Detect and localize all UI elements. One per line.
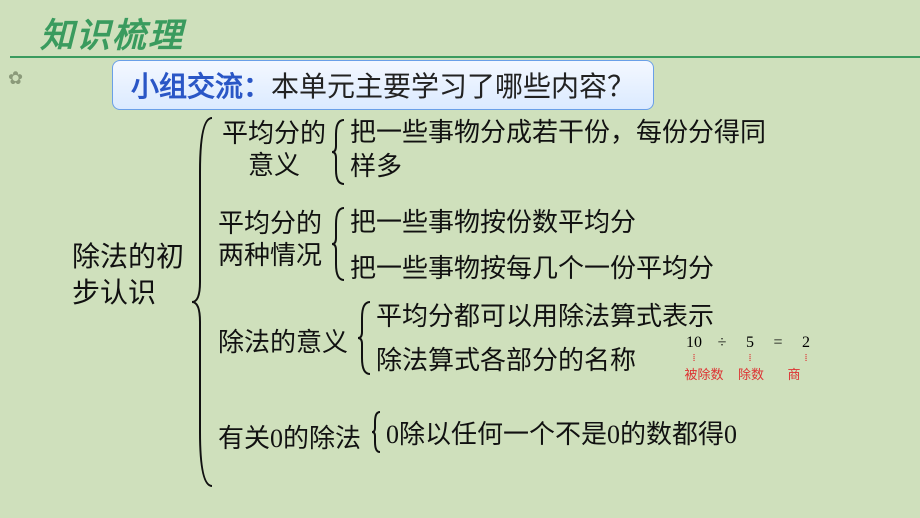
brace-node2 xyxy=(330,204,348,284)
division-equation: 10÷5=2 ⁞⁞⁞ 被除数除数商 xyxy=(680,334,820,383)
node1-label: 平均分的 意义 xyxy=(222,118,326,182)
header-divider xyxy=(10,56,920,58)
eq-label-dividend: 被除数 xyxy=(680,364,728,383)
root-line1: 除法的初 xyxy=(72,240,184,276)
node3-label: 除法的意义 xyxy=(218,322,348,359)
eq-connector-dots: ⁞⁞⁞ xyxy=(680,352,820,364)
eq-numbers: 10÷5=2 xyxy=(680,334,820,352)
node2-desc-a: 把一些事物按份数平均分 xyxy=(350,206,636,240)
section-header: 知识梳理 xyxy=(40,8,184,57)
node1-label-l1: 平均分的 xyxy=(222,118,326,150)
decoration-icon: ✿ xyxy=(8,68,23,89)
node2-desc-b: 把一些事物按每几个一份平均分 xyxy=(350,252,714,286)
knowledge-tree: 除法的初 步认识 平均分的 意义 把一些事物分成若干份，每份分得同样多 平均分的… xyxy=(0,112,920,518)
brace-root xyxy=(190,112,218,492)
root-label: 除法的初 步认识 xyxy=(72,240,184,312)
eq-label-divisor: 除数 xyxy=(728,364,774,383)
node2-label-l2: 两种情况 xyxy=(218,240,322,272)
brace-node3 xyxy=(356,298,374,378)
eq-label-quotient: 商 xyxy=(774,364,814,383)
node3-desc-a: 平均分都可以用除法算式表示 xyxy=(376,300,714,334)
brace-node1 xyxy=(330,116,348,188)
brace-node4 xyxy=(370,408,384,456)
eq-quotient: 2 xyxy=(792,334,820,352)
eq-div-sign: ÷ xyxy=(708,334,736,352)
node1-label-l2: 意义 xyxy=(222,150,326,182)
node3-desc-b: 除法算式各部分的名称 xyxy=(376,344,636,378)
node4-desc: 0除以任何一个不是0的数都得0 xyxy=(386,418,737,452)
question-box: 小组交流：本单元主要学习了哪些内容？ xyxy=(112,60,654,110)
eq-divisor: 5 xyxy=(736,334,764,352)
eq-dividend: 10 xyxy=(680,334,708,352)
node2-label-l1: 平均分的 xyxy=(218,208,322,240)
question-lead: 小组交流： xyxy=(131,72,271,103)
eq-equals-sign: = xyxy=(764,334,792,352)
question-body: 本单元主要学习了哪些内容？ xyxy=(271,72,635,103)
root-line2: 步认识 xyxy=(72,276,184,312)
node4-label: 有关0的除法 xyxy=(218,418,361,455)
node1-desc: 把一些事物分成若干份，每份分得同样多 xyxy=(350,116,770,184)
eq-labels: 被除数除数商 xyxy=(680,364,820,383)
node2-label: 平均分的 两种情况 xyxy=(218,208,322,272)
